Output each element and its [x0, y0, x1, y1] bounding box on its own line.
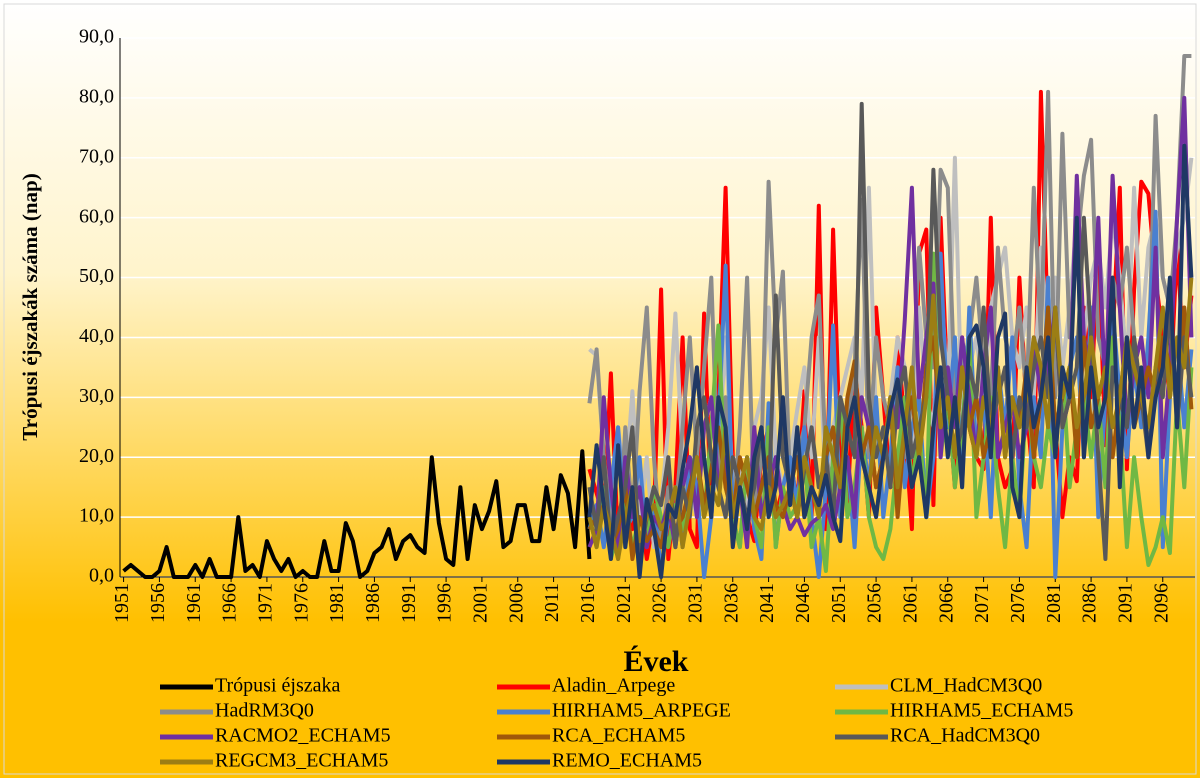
x-tick-label: 2036	[720, 583, 742, 623]
y-tick-label: 10,0	[79, 505, 114, 527]
x-tick-label: 2021	[613, 583, 635, 623]
x-axis-label: Évek	[623, 645, 688, 678]
x-tick-label: 2006	[505, 583, 527, 623]
y-tick-label: 30,0	[79, 385, 114, 407]
legend-label: Aladin_Arpege	[552, 675, 675, 697]
x-tick-label: 2061	[900, 583, 922, 623]
x-tick-label: 1951	[111, 583, 133, 623]
x-tick-label: 2076	[1007, 583, 1029, 623]
legend-label: HIRHAM5_ARPEGE	[552, 700, 731, 722]
y-tick-label: 90,0	[79, 26, 114, 48]
series-line	[587, 143, 1194, 579]
x-tick-label: 1961	[183, 583, 205, 623]
legend-label: HIRHAM5_ECHAM5	[890, 700, 1073, 722]
x-tick-label: 2091	[1115, 583, 1137, 623]
x-tick-label: 1996	[434, 583, 456, 623]
legend-label: CLM_HadCM3Q0	[890, 675, 1042, 697]
x-tick-label: 1956	[147, 583, 169, 623]
x-tick-label: 1986	[362, 583, 384, 623]
chart-border	[3, 3, 1197, 775]
x-tick-label: 1981	[326, 583, 348, 623]
y-tick-label: 20,0	[79, 445, 114, 467]
x-tick-label: 2056	[864, 583, 886, 623]
legend-label: Trópusi éjszaka	[215, 675, 340, 697]
x-tick-label: 2066	[935, 583, 957, 623]
x-tick-label: 1971	[255, 583, 277, 623]
legend-label: REMO_ECHAM5	[552, 750, 702, 772]
x-tick-label: 2011	[541, 583, 563, 622]
series-line	[122, 449, 592, 579]
x-tick-label: 2031	[685, 583, 707, 623]
y-axis-label: Trópusi éjszakák száma (nap)	[18, 173, 42, 440]
y-tick-label: 0,0	[89, 565, 114, 587]
legend-label: REGCM3_ECHAM5	[215, 750, 388, 772]
series-line	[587, 277, 1194, 561]
x-tick-label: 2081	[1043, 583, 1065, 623]
x-tick-label: 2041	[756, 583, 778, 623]
legend-label: HadRM3Q0	[215, 700, 314, 722]
y-tick-label: 40,0	[79, 325, 114, 347]
x-tick-label: 2096	[1150, 583, 1172, 623]
y-tick-label: 80,0	[79, 85, 114, 107]
x-tick-label: 2086	[1079, 583, 1101, 623]
x-tick-label: 2016	[577, 583, 599, 623]
x-tick-label: 2051	[828, 583, 850, 623]
x-tick-label: 2071	[971, 583, 993, 623]
x-tick-label: 1976	[290, 583, 312, 623]
x-tick-label: 1991	[398, 583, 420, 623]
legend-label: RCA_HadCM3Q0	[890, 725, 1040, 747]
y-tick-label: 50,0	[79, 265, 114, 287]
legend-label: RCA_ECHAM5	[552, 725, 685, 747]
x-tick-label: 1966	[219, 583, 241, 623]
y-tick-label: 60,0	[79, 205, 114, 227]
legend-label: RACMO2_ECHAM5	[215, 725, 391, 747]
x-tick-label: 2026	[649, 583, 671, 623]
y-tick-label: 70,0	[79, 145, 114, 167]
x-tick-label: 2046	[792, 583, 814, 623]
x-tick-label: 2001	[470, 583, 492, 623]
